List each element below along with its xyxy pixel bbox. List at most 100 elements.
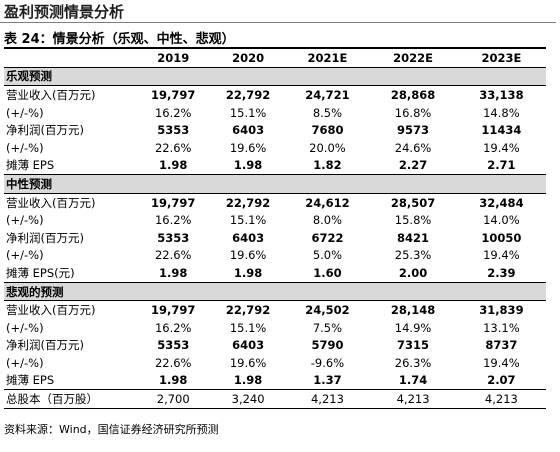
cell-value: 19,797 xyxy=(151,195,196,210)
row-label: (+/-%) xyxy=(6,248,44,263)
section-title: 乐观预测 xyxy=(4,66,546,87)
cell-value: 4,213 xyxy=(456,389,546,409)
row-label: 营业收入(百万元) xyxy=(6,87,96,102)
cell-value: 19.6% xyxy=(229,140,267,155)
row-label: 净利润(百万元) xyxy=(6,230,84,245)
cell-value: 14.9% xyxy=(394,320,432,335)
cell-value: 19.4% xyxy=(483,140,520,155)
source-note: 资料来源：Wind，国信证券经济研究所预测 xyxy=(4,423,219,436)
cell-value: 31,839 xyxy=(479,303,524,318)
cell-value: 5790 xyxy=(311,338,344,353)
data-row: (+/-%) 16.2% 15.1% 7.5% 14.9% 13.1% xyxy=(4,319,546,337)
cell-value: 22.6% xyxy=(154,248,192,263)
section-title: 悲观的预测 xyxy=(4,281,546,302)
data-row: (+/-%) 16.2% 15.1% 8.5% 16.8% 14.8% xyxy=(4,104,546,122)
cell-value: 20.0% xyxy=(309,140,346,155)
cell-value: 22.6% xyxy=(154,140,192,155)
cell-value: 9573 xyxy=(397,123,430,138)
cell-value: 1.98 xyxy=(159,265,188,280)
row-label: 摊薄 EPS xyxy=(6,373,55,388)
page-title: 盈利预测情景分析 xyxy=(4,3,125,21)
section-row: 悲观的预测 xyxy=(4,281,546,302)
cell-value: 1.37 xyxy=(313,373,342,388)
cell-value: 28,868 xyxy=(390,87,436,102)
cell-value: 15.1% xyxy=(229,105,267,120)
cell-value: 5353 xyxy=(157,230,190,245)
section-row: 中性预测 xyxy=(4,174,546,194)
data-row: 摊薄 EPS 1.98 1.98 1.37 1.74 2.07 xyxy=(4,372,546,390)
column-header: 2020 xyxy=(210,46,286,68)
data-row: 净利润(百万元) 5353 6403 7680 9573 11434 xyxy=(4,121,546,139)
cell-value: 19.4% xyxy=(483,355,520,370)
header-cell xyxy=(4,46,136,68)
data-row: (+/-%) 16.2% 15.1% 8.0% 15.8% 14.0% xyxy=(4,211,546,229)
footer-row: 总股本（百万股） 2,700 3,240 4,213 4,213 4,213 xyxy=(4,389,546,409)
table-caption: 表 24：情景分析（乐观、中性、悲观） xyxy=(4,32,235,47)
cell-value: 13.1% xyxy=(483,320,520,335)
cell-value: 8.0% xyxy=(312,213,343,228)
cell-value: 16.2% xyxy=(154,320,192,335)
data-row: 净利润(百万元) 5353 6403 6722 8421 10050 xyxy=(4,229,546,247)
cell-value: 19,797 xyxy=(151,303,196,318)
cell-value: 2.27 xyxy=(398,158,428,173)
cell-value: 5.0% xyxy=(312,248,343,263)
row-label: (+/-%) xyxy=(6,140,44,155)
cell-value: 8421 xyxy=(397,230,430,245)
cell-value: 1.98 xyxy=(233,373,263,388)
data-row: 营业收入(百万元) 19,797 22,792 24,721 28,868 33,138 xyxy=(4,86,546,104)
cell-value: 26.3% xyxy=(394,355,432,370)
row-label: 摊薄 EPS(元) xyxy=(6,265,75,280)
row-label: 总股本（百万股） xyxy=(4,389,136,409)
row-label: 净利润(百万元) xyxy=(6,123,84,138)
column-header: 2019 xyxy=(135,46,211,68)
cell-value: 8737 xyxy=(485,338,518,353)
cell-value: 15.1% xyxy=(229,213,267,228)
cell-value: 3,240 xyxy=(210,389,286,409)
column-header: 2022E xyxy=(369,46,457,68)
cell-value: 8.5% xyxy=(312,105,343,120)
cell-value: 33,138 xyxy=(479,87,524,102)
column-header: 2023E xyxy=(456,46,546,68)
cell-value: 22,792 xyxy=(225,195,271,210)
cell-value: 19,797 xyxy=(151,87,196,102)
row-label: 净利润(百万元) xyxy=(6,338,84,353)
cell-value: 1.98 xyxy=(159,158,188,173)
scenario-table: 2019 2020 2021E 2022E 2023E 乐观预测 营业收入(百万元) 19,7… xyxy=(4,46,546,409)
cell-value: 19.6% xyxy=(229,248,267,263)
cell-value: 2.39 xyxy=(487,265,516,280)
row-label: 营业收入(百万元) xyxy=(6,195,96,210)
cell-value: 19.6% xyxy=(229,355,267,370)
cell-value: 2.71 xyxy=(487,158,516,173)
section-row: 乐观预测 xyxy=(4,66,546,87)
cell-value: 28,507 xyxy=(390,195,436,210)
cell-value: 2,700 xyxy=(135,389,211,409)
cell-value: 16.2% xyxy=(154,213,192,228)
cell-value: 1.98 xyxy=(233,158,263,173)
cell-value: 24,612 xyxy=(305,195,350,210)
cell-value: 7680 xyxy=(311,123,344,138)
cell-value: 11434 xyxy=(481,123,522,138)
row-label: 营业收入(百万元) xyxy=(6,303,96,318)
cell-value: 5353 xyxy=(157,123,190,138)
cell-value: 28,148 xyxy=(390,303,436,318)
data-row: 营业收入(百万元) 19,797 22,792 24,502 28,148 31,839 xyxy=(4,301,546,319)
cell-value: -9.6% xyxy=(310,355,345,370)
data-row: 摊薄 EPS 1.98 1.98 1.82 2.27 2.71 xyxy=(4,157,546,175)
cell-value: 10050 xyxy=(481,230,522,245)
data-row: 摊薄 EPS(元) 1.98 1.98 1.60 2.00 2.39 xyxy=(4,264,546,282)
row-label: (+/-%) xyxy=(6,213,44,228)
cell-value: 15.8% xyxy=(394,213,432,228)
cell-value: 6722 xyxy=(311,230,344,245)
cell-value: 19.4% xyxy=(483,248,520,263)
row-label: (+/-%) xyxy=(6,355,44,370)
row-label: (+/-%) xyxy=(6,105,44,120)
row-label: 摊薄 EPS xyxy=(6,158,55,173)
row-label: (+/-%) xyxy=(6,320,44,335)
cell-value: 2.07 xyxy=(487,373,516,388)
cell-value: 7.5% xyxy=(312,320,343,335)
cell-value: 6403 xyxy=(232,338,265,353)
data-row: (+/-%) 22.6% 19.6% 5.0% 25.3% 19.4% xyxy=(4,247,546,265)
cell-value: 1.98 xyxy=(233,265,263,280)
cell-value: 1.74 xyxy=(398,373,428,388)
title-rule xyxy=(0,22,556,23)
